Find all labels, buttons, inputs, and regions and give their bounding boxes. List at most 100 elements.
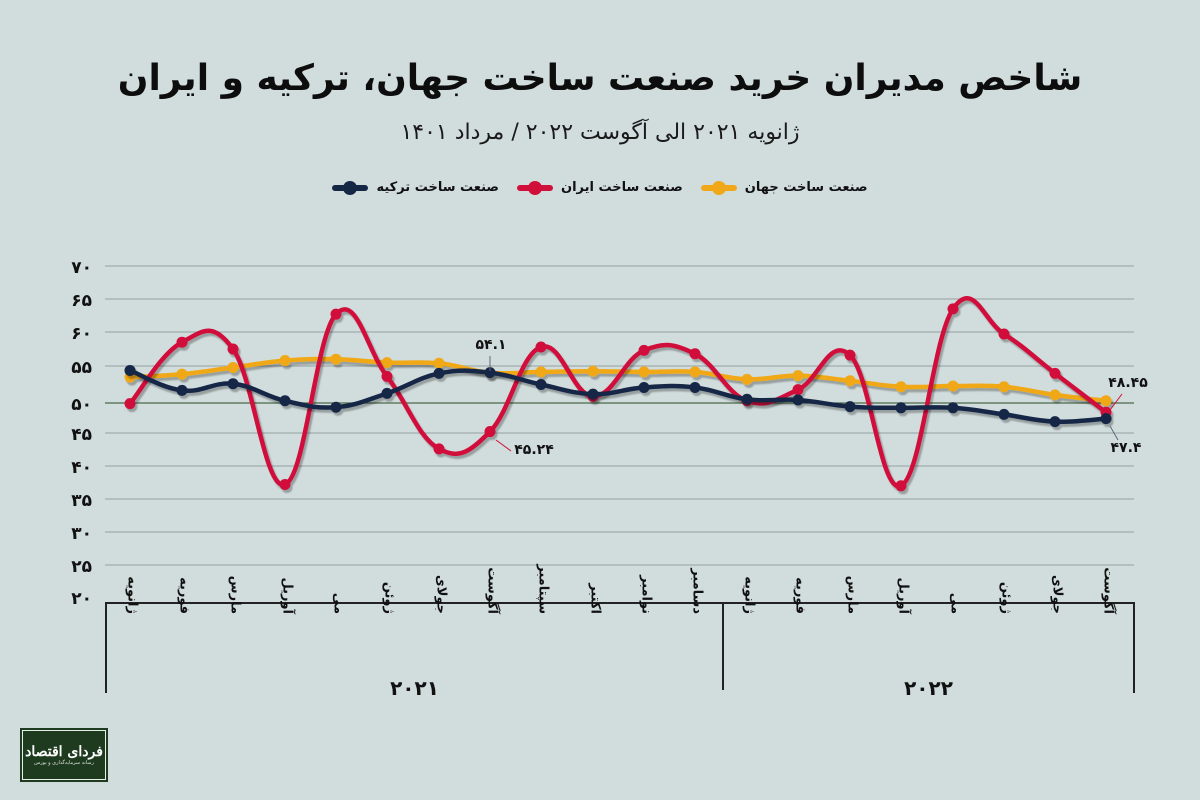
data-point — [535, 379, 547, 390]
legend-swatch-iran-icon — [517, 180, 553, 195]
y-tick-label: ۲۵ — [71, 557, 92, 577]
y-tick-label: ۶۵ — [71, 291, 92, 311]
y-tick-label: ۴۵ — [71, 425, 92, 445]
y-tick-label: ۴۰ — [71, 458, 92, 478]
y-tick-label: ۲۰ — [71, 589, 92, 609]
data-point — [227, 361, 239, 373]
data-point — [330, 353, 342, 365]
year-group-label: ۲۰۲۲ — [904, 676, 953, 700]
logo-name: فردای اقتصاد — [25, 743, 103, 760]
annotation-leader — [1109, 393, 1123, 411]
data-point — [638, 344, 650, 356]
legend-item-world: صنعت ساخت جهان — [700, 180, 868, 195]
x-tick-label: فوریه — [793, 577, 808, 614]
data-point — [998, 381, 1010, 393]
y-tick-label: ۷۰ — [71, 258, 92, 278]
x-axis: ژانویه فوریه مارس آوریل می ژوئن جولای آگوست سپتا… — [105, 563, 1135, 700]
data-point — [1049, 367, 1061, 379]
data-point — [689, 366, 701, 378]
data-point — [689, 348, 701, 360]
x-tick-label: جولای — [434, 575, 449, 614]
x-tick-label: ژانویه — [742, 576, 757, 614]
y-tick-label: ۶۰ — [71, 324, 92, 344]
y-axis-ticks: ۷۰ ۶۵ ۶۰ ۵۵ ۵۰ ۴۵ ۴۰ ۳۵ ۳۰ ۲۵ ۲۰ — [71, 258, 92, 609]
annotation-leader — [495, 439, 512, 452]
data-point — [535, 341, 547, 353]
gridlines — [105, 265, 1134, 566]
data-point — [433, 367, 445, 379]
data-point — [998, 328, 1010, 340]
x-tick-label: مارس — [845, 576, 860, 614]
data-point — [1100, 395, 1112, 407]
brand-logo: فردای اقتصاد رسانه سرمایه‌گذاری و بورس — [22, 730, 106, 780]
data-point — [792, 370, 804, 382]
chart-subtitle: ژانویه ۲۰۲۱ الی آگوست ۲۰۲۲ / مرداد ۱۴۰۱ — [400, 120, 800, 145]
data-point — [484, 426, 496, 438]
data-point — [947, 380, 959, 392]
x-tick-label: نوامبر — [639, 574, 654, 614]
x-tick-label: می — [331, 593, 346, 614]
data-point — [741, 373, 753, 385]
x-tick-label: ژانویه — [125, 576, 140, 614]
data-point — [279, 478, 291, 490]
data-point — [433, 443, 445, 455]
year-group-label: ۲۰۲۱ — [390, 676, 439, 700]
y-tick-label: ۵۵ — [71, 358, 92, 378]
y-tick-label: ۳۵ — [71, 491, 92, 511]
data-point — [947, 303, 959, 315]
series-world — [124, 353, 1112, 407]
data-point — [895, 381, 907, 393]
annotations: ۵۴.۱ ۴۵.۲۴ ۴۸.۴۵ ۴۷.۴ — [476, 337, 1149, 458]
data-point — [844, 375, 856, 387]
data-point — [638, 366, 650, 378]
data-point — [381, 387, 393, 399]
x-tick-label: آوریل — [280, 577, 297, 614]
data-point — [1049, 389, 1061, 401]
data-point — [1049, 416, 1061, 428]
x-tick-label: آوریل — [896, 577, 913, 614]
data-point — [844, 349, 856, 361]
chart-title: شاخص مدیران خرید صنعت ساخت جهان، ترکیه و… — [117, 58, 1083, 99]
data-point — [279, 395, 291, 407]
data-point — [844, 401, 856, 413]
annotation-leader — [1109, 425, 1119, 441]
annotation-label: ۴۸.۴۵ — [1108, 375, 1148, 391]
legend-label-turkey: صنعت ساخت ترکیه — [376, 180, 499, 195]
x-tick-label: آگوست — [485, 567, 502, 614]
x-tick-label: اکتبر — [588, 582, 603, 614]
x-tick-label: ژوئن — [999, 582, 1014, 614]
data-point — [484, 367, 496, 379]
data-point — [124, 364, 136, 376]
data-point — [330, 401, 342, 413]
y-tick-label: ۵۰ — [71, 395, 92, 415]
data-point — [1100, 413, 1112, 425]
series-lines — [124, 296, 1112, 492]
legend-item-turkey: صنعت ساخت ترکیه — [332, 180, 499, 195]
data-point — [124, 398, 136, 410]
data-point — [792, 394, 804, 406]
data-point — [535, 366, 547, 378]
data-point — [279, 355, 291, 367]
data-point — [330, 308, 342, 320]
x-tick-label: ژوئن — [382, 582, 397, 614]
data-point — [381, 357, 393, 369]
x-tick-label: فوریه — [177, 577, 192, 614]
data-point — [587, 388, 599, 400]
data-point — [176, 368, 188, 380]
chart-legend: صنعت ساخت جهان صنعت ساخت ایران صنعت ساخت… — [0, 180, 1200, 195]
legend-label-world: صنعت ساخت جهان — [744, 180, 868, 195]
x-tick-label: دسامبر — [690, 567, 705, 614]
legend-swatch-world-icon — [700, 180, 737, 195]
x-tick-label: جولای — [1050, 575, 1065, 614]
x-axis-frame — [105, 602, 1135, 693]
data-point — [227, 343, 239, 355]
data-point — [741, 393, 753, 405]
data-point — [587, 365, 599, 377]
data-point — [381, 370, 393, 382]
data-point — [998, 408, 1010, 420]
legend-label-iran: صنعت ساخت ایران — [561, 180, 683, 195]
annotation-label: ۴۷.۴ — [1111, 440, 1142, 456]
x-tick-label: می — [948, 593, 963, 614]
data-point — [176, 384, 188, 396]
